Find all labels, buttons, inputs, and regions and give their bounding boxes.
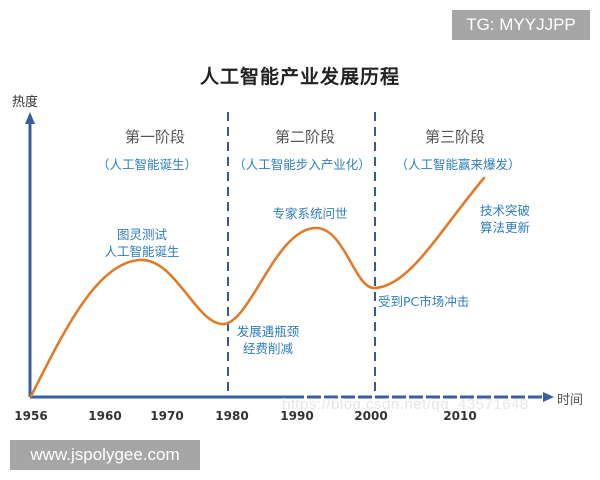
y-axis-label: 热度 [12,95,39,110]
annotation-line: 经费削减 [242,341,293,356]
annotation-line: 算法更新 [479,220,530,235]
site-badge: www.jspolygee.com [10,440,200,470]
x-tick-label: 1960 [88,409,122,423]
x-axis-label: 时间 [557,393,584,408]
stage-1-subtitle: （人工智能诞生） [96,157,197,172]
x-tick-label: 1990 [280,409,314,423]
annotation-peak-1: 图灵测试 人工智能诞生 [92,226,192,260]
y-axis-arrow-icon [25,112,35,124]
annotation-trough-1: 发展遇瓶颈 经费削减 [228,323,308,357]
x-axis-arrow-icon [543,392,554,402]
x-tick-label: 1980 [215,409,249,423]
x-tick-label: 1970 [150,409,184,423]
annotation-line: 技术突破 [479,203,530,218]
annotation-trough-2: 受到PC市场冲击 [378,293,488,310]
annotation-peak-2: 专家系统问世 [260,205,360,222]
stage-1-title: 第一阶段 [124,128,185,146]
stage-3-subtitle: （人工智能赢来爆发） [395,157,521,172]
stage-3-title: 第三阶段 [424,128,485,146]
annotation-line: 人工智能诞生 [104,244,180,259]
stage-2-title: 第二阶段 [274,128,335,146]
chart-title: 人工智能产业发展历程 [199,66,400,88]
x-tick-label: 2000 [354,409,388,423]
annotation-rise-3: 技术突破 算法更新 [470,202,540,236]
x-tick-label: 2010 [443,409,477,423]
watermark-url: https://blog.csdn.net/qq_43571648 [282,396,529,413]
heat-curve [29,176,486,398]
stage-2-subtitle: （人工智能步入产业化） [233,157,371,172]
annotation-line: 发展遇瓶颈 [236,324,300,339]
annotation-line: 受到PC市场冲击 [378,294,470,309]
annotation-line: 图灵测试 [116,227,167,242]
tg-badge: TG: MYYJJPP [452,10,590,40]
annotation-line: 专家系统问世 [272,206,348,221]
x-tick-label: 1956 [14,409,48,423]
